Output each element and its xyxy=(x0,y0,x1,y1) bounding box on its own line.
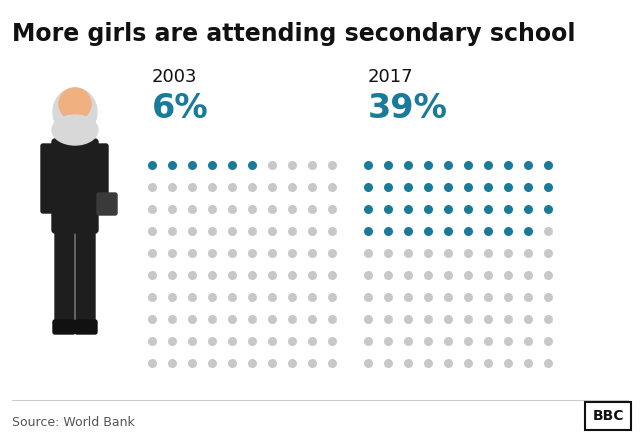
Text: Source: World Bank: Source: World Bank xyxy=(12,415,135,429)
FancyBboxPatch shape xyxy=(53,320,75,334)
Text: 39%: 39% xyxy=(368,92,448,125)
FancyBboxPatch shape xyxy=(55,224,74,328)
FancyBboxPatch shape xyxy=(41,144,58,213)
FancyBboxPatch shape xyxy=(97,193,117,215)
Text: 2003: 2003 xyxy=(152,68,198,86)
Text: 6%: 6% xyxy=(152,92,209,125)
FancyBboxPatch shape xyxy=(76,224,95,328)
FancyBboxPatch shape xyxy=(75,320,97,334)
FancyBboxPatch shape xyxy=(92,144,108,206)
Ellipse shape xyxy=(53,88,97,136)
FancyBboxPatch shape xyxy=(52,139,98,233)
Text: 2017: 2017 xyxy=(368,68,413,86)
FancyBboxPatch shape xyxy=(585,402,631,430)
Text: BBC: BBC xyxy=(592,409,624,423)
Circle shape xyxy=(59,88,91,120)
Ellipse shape xyxy=(52,115,98,145)
Text: More girls are attending secondary school: More girls are attending secondary schoo… xyxy=(12,22,575,46)
